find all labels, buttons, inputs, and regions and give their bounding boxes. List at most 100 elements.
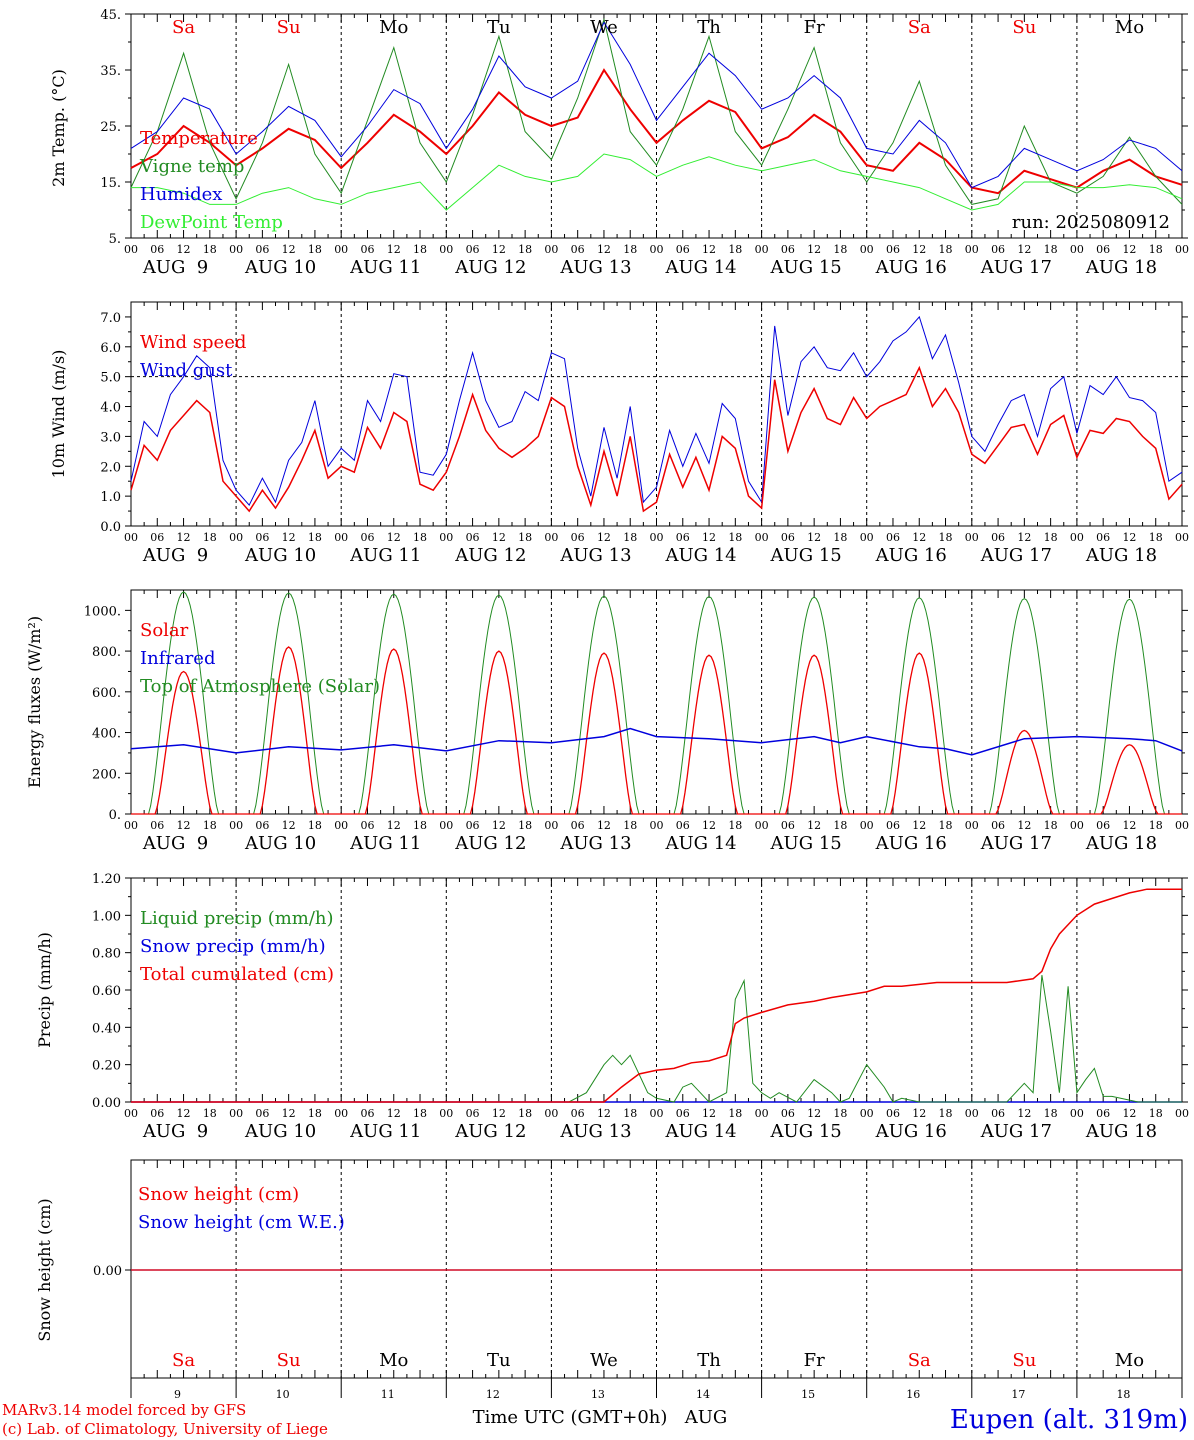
hour-label: 18 xyxy=(939,1107,953,1120)
precip-y-ticks: 0.00 0.20 0.40 0.60 0.80 1.00 1.20 xyxy=(92,872,1188,1111)
day-number: 17 xyxy=(1011,1388,1025,1401)
hour-label: 00 xyxy=(860,243,874,256)
day-number: 15 xyxy=(801,1388,815,1401)
weekday-label: Su xyxy=(1012,17,1036,38)
hour-label: 00 xyxy=(334,1107,348,1120)
hour-label: 00 xyxy=(334,819,348,832)
hour-label: 18 xyxy=(833,1107,847,1120)
hour-label: 18 xyxy=(413,243,427,256)
hour-label: 12 xyxy=(177,243,191,256)
hour-label: 00 xyxy=(650,819,664,832)
hour-label: 00 xyxy=(860,819,874,832)
temperature-panel: 5. 15. 25. 35. 45. 2m Temp. (°C) run: 202508… xyxy=(49,8,1189,278)
flux-date-labels: AUG 9 AUG 10 AUG 11 AUG 12 AUG 13 AUG 14 AUG 1… xyxy=(142,833,1157,854)
hour-label: 18 xyxy=(939,819,953,832)
hour-label: 06 xyxy=(676,243,690,256)
date-label: AUG 14 xyxy=(664,833,736,854)
day-number: 16 xyxy=(906,1388,920,1401)
date-label: AUG 18 xyxy=(1085,833,1157,854)
credit-line-2: (c) Lab. of Climatology, University of L… xyxy=(2,1420,328,1438)
y-tick-label: 800. xyxy=(92,645,121,660)
day-number: 10 xyxy=(276,1388,290,1401)
temperature-day-separators xyxy=(235,14,1078,238)
hour-label: 12 xyxy=(702,243,716,256)
hour-label: 06 xyxy=(466,531,480,544)
credit-line-1: MARv3.14 model forced by GFS xyxy=(2,1401,246,1419)
date-label: AUG 11 xyxy=(349,257,421,278)
weekday-label: Mo xyxy=(379,1350,408,1371)
weekday-label: Th xyxy=(697,17,721,38)
hour-label: 06 xyxy=(781,243,795,256)
hour-label: 12 xyxy=(492,1107,506,1120)
series-line-dewpoint-temp xyxy=(131,153,1183,211)
day-number: 12 xyxy=(486,1388,500,1401)
date-label: AUG 11 xyxy=(349,1121,421,1142)
date-label: AUG 14 xyxy=(664,545,736,566)
precip-y-label: Precip (mm/h) xyxy=(35,932,54,1048)
hour-label: 06 xyxy=(991,1107,1005,1120)
hour-label: 06 xyxy=(781,819,795,832)
date-label: AUG 9 xyxy=(142,545,208,566)
legend-snow-precip: Snow precip (mm/h) xyxy=(140,936,326,957)
snow-day-separators xyxy=(235,1160,1078,1378)
hour-label: 12 xyxy=(912,243,926,256)
hour-label: 12 xyxy=(1122,1107,1136,1120)
hour-label: 06 xyxy=(571,819,585,832)
flux-y-ticks: 0. 200. 400. 600. 800. 1000. xyxy=(84,604,1188,823)
series-line-humidex xyxy=(130,21,1183,189)
hour-label: 00 xyxy=(229,531,243,544)
x-axis-label: Time UTC (GMT+0h) xyxy=(473,1407,668,1428)
hour-label: 12 xyxy=(807,819,821,832)
hour-label: 00 xyxy=(755,819,769,832)
hour-label: 00 xyxy=(965,1107,979,1120)
hour-label: 12 xyxy=(912,819,926,832)
hour-label: 06 xyxy=(360,1107,374,1120)
hour-label: 06 xyxy=(150,819,164,832)
weekday-label: Su xyxy=(277,1350,301,1371)
hour-label: 06 xyxy=(255,531,269,544)
hour-label: 18 xyxy=(728,531,742,544)
hour-label: 18 xyxy=(728,819,742,832)
date-label: AUG 16 xyxy=(875,257,947,278)
hour-label: 18 xyxy=(518,243,532,256)
energy-flux-panel: 0. 200. 400. 600. 800. 1000. Energy fluxes (W… xyxy=(25,589,1189,854)
weekday-label: Sa xyxy=(908,17,931,38)
wind-x-ticks xyxy=(130,302,1183,526)
hour-label: 12 xyxy=(492,243,506,256)
hour-label: 18 xyxy=(413,1107,427,1120)
hour-label: 18 xyxy=(623,1107,637,1120)
hour-label: 00 xyxy=(439,531,453,544)
hour-label: 12 xyxy=(282,531,296,544)
series-line-wind-speed xyxy=(130,365,1183,513)
hour-label: 18 xyxy=(1044,1107,1058,1120)
hour-label: 06 xyxy=(150,531,164,544)
run-annotation: run: 2025080912 xyxy=(1012,212,1170,233)
hour-label: 06 xyxy=(466,243,480,256)
weekday-label: We xyxy=(590,1350,618,1371)
y-tick-label: 400. xyxy=(92,727,121,742)
y-tick-label: 1000. xyxy=(84,604,121,619)
y-tick-label: 6.0 xyxy=(100,341,121,356)
hour-label: 18 xyxy=(623,819,637,832)
y-tick-label: 0.80 xyxy=(92,947,121,962)
hour-label: 06 xyxy=(676,819,690,832)
temperature-date-labels: AUG 9 AUG 10 AUG 11 AUG 12 AUG 13 AUG 14 AUG 1… xyxy=(142,257,1157,278)
hour-label: 12 xyxy=(597,531,611,544)
hour-label: 12 xyxy=(807,243,821,256)
date-label: AUG 17 xyxy=(980,1121,1052,1142)
legend-snow-height: Snow height (cm) xyxy=(138,1184,299,1205)
legend-wind-gust: Wind gust xyxy=(140,360,233,381)
series-line-toa-solar xyxy=(131,591,1182,815)
hour-label: 12 xyxy=(387,1107,401,1120)
hour-label: 12 xyxy=(912,531,926,544)
weekday-label: Sa xyxy=(908,1350,931,1371)
day-number: 9 xyxy=(174,1388,181,1401)
precip-day-separators xyxy=(235,878,1078,1102)
weekday-label: We xyxy=(590,17,618,38)
date-label: AUG 17 xyxy=(980,833,1052,854)
flux-day-separators xyxy=(235,590,1078,814)
weekday-label: Fr xyxy=(804,17,825,38)
hour-label: 00 xyxy=(650,1107,664,1120)
day-number-labels: 9 10 11 12 13 14 15 16 17 18 xyxy=(130,1378,1183,1401)
hour-label: 06 xyxy=(1096,531,1110,544)
